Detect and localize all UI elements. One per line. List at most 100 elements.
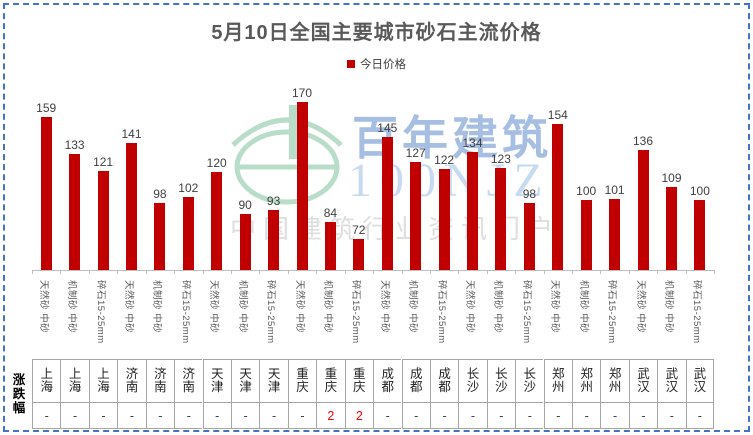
x-axis-tick bbox=[202, 270, 204, 274]
city-cell: 天 津 bbox=[259, 359, 288, 403]
city-cell: 上 海 bbox=[32, 359, 61, 403]
x-axis-tick bbox=[429, 270, 431, 274]
x-axis-tick bbox=[685, 270, 687, 274]
change-cell: 2 bbox=[316, 403, 345, 429]
city-cell: 武 汉 bbox=[657, 359, 686, 403]
bar-value-label: 170 bbox=[291, 86, 313, 100]
city-cell: 成 都 bbox=[373, 359, 402, 403]
bar-value-label: 122 bbox=[434, 153, 455, 168]
bar bbox=[438, 169, 450, 270]
bar bbox=[523, 202, 535, 270]
bar-value-label: 154 bbox=[547, 108, 568, 123]
bar bbox=[552, 124, 564, 270]
city-cell: 成 都 bbox=[429, 359, 459, 403]
bar-value-label: 159 bbox=[36, 101, 57, 116]
bar bbox=[69, 153, 81, 270]
bar bbox=[239, 214, 251, 270]
bar bbox=[694, 200, 706, 270]
x-axis-tick bbox=[230, 270, 232, 274]
city-cell: 长 沙 bbox=[515, 359, 544, 403]
bar bbox=[495, 167, 507, 270]
chart-title: 5月10日全国主要城市砂石主流价格 bbox=[211, 22, 542, 44]
bar-value-label: 120 bbox=[206, 156, 227, 170]
bar bbox=[410, 162, 422, 270]
change-cell: - bbox=[88, 403, 118, 429]
x-axis-tick bbox=[316, 270, 318, 274]
bar bbox=[268, 209, 280, 270]
bar-value-label: 98 bbox=[522, 186, 537, 201]
x-axis-tick bbox=[572, 270, 573, 274]
bar-value-label: 100 bbox=[576, 184, 597, 198]
city-cell: 长 沙 bbox=[458, 359, 487, 403]
bar-value-label: 145 bbox=[377, 121, 398, 135]
change-cell: - bbox=[230, 403, 260, 429]
change-cell: - bbox=[600, 403, 629, 429]
bar bbox=[182, 197, 194, 270]
bar-value-label: 133 bbox=[64, 137, 85, 152]
x-axis-tick bbox=[344, 270, 346, 274]
change-cell: - bbox=[401, 403, 430, 429]
city-cell: 上 海 bbox=[88, 359, 118, 403]
change-cell: - bbox=[259, 403, 288, 429]
bar bbox=[353, 239, 365, 270]
bar bbox=[609, 198, 621, 270]
change-cell: - bbox=[117, 403, 146, 429]
city-cell: 郑 州 bbox=[572, 359, 601, 403]
city-cell: 济 南 bbox=[117, 359, 146, 403]
city-cell: 郑 州 bbox=[600, 359, 629, 403]
change-cell: - bbox=[572, 403, 601, 429]
city-cell: 重 庆 bbox=[344, 359, 373, 403]
bar bbox=[381, 137, 393, 270]
bar-value-label: 98 bbox=[153, 186, 167, 201]
x-axis-tick bbox=[543, 270, 545, 274]
city-cell: 武 汉 bbox=[685, 359, 715, 403]
change-cell: - bbox=[543, 403, 572, 429]
city-cell: 济 南 bbox=[145, 359, 175, 403]
city-cell: 上 海 bbox=[60, 359, 89, 403]
city-cell: 武 汉 bbox=[628, 359, 658, 403]
change-cell: - bbox=[685, 403, 715, 429]
bar-value-label: 127 bbox=[405, 146, 426, 161]
bar bbox=[97, 170, 109, 270]
x-axis-tick bbox=[600, 270, 602, 274]
change-cell: - bbox=[486, 403, 516, 429]
bar bbox=[580, 200, 592, 270]
watermark-logo-icon bbox=[231, 105, 343, 205]
change-cell: - bbox=[145, 403, 175, 429]
city-cell: 重 庆 bbox=[287, 359, 317, 403]
bar bbox=[126, 142, 137, 270]
bar-value-label: 101 bbox=[604, 182, 625, 197]
city-cell: 重 庆 bbox=[316, 359, 345, 403]
chart-legend: 今日价格 bbox=[0, 56, 753, 72]
x-axis-tick bbox=[458, 270, 460, 274]
bar-value-label: 100 bbox=[689, 184, 710, 198]
legend-label: 今日价格 bbox=[360, 59, 406, 71]
bar bbox=[296, 102, 308, 270]
city-cell: 长 沙 bbox=[486, 359, 516, 403]
x-axis-tick bbox=[117, 270, 119, 274]
x-axis-tick bbox=[657, 270, 659, 274]
bar bbox=[666, 187, 677, 270]
change-cell: - bbox=[515, 403, 544, 429]
x-axis-tick bbox=[145, 270, 147, 274]
bar bbox=[467, 152, 478, 270]
city-cell: 天 津 bbox=[202, 359, 231, 403]
bar bbox=[154, 202, 166, 270]
change-cell: - bbox=[32, 403, 61, 429]
bar-value-label: 90 bbox=[238, 198, 252, 212]
bar-value-label: 134 bbox=[462, 136, 483, 151]
x-axis-tick bbox=[628, 270, 630, 274]
x-axis-tick bbox=[373, 270, 374, 274]
bar bbox=[211, 172, 223, 270]
x-axis-tick bbox=[401, 270, 403, 274]
bar-value-label: 72 bbox=[352, 223, 366, 238]
bar-value-label: 141 bbox=[121, 126, 142, 141]
bar-value-label: 109 bbox=[661, 171, 682, 186]
x-axis-tick bbox=[32, 270, 33, 274]
change-cell: - bbox=[60, 403, 89, 429]
bar bbox=[324, 222, 336, 270]
city-cell: 济 南 bbox=[174, 359, 203, 403]
bar-value-label: 84 bbox=[323, 206, 338, 221]
x-axis-tick bbox=[515, 270, 517, 274]
